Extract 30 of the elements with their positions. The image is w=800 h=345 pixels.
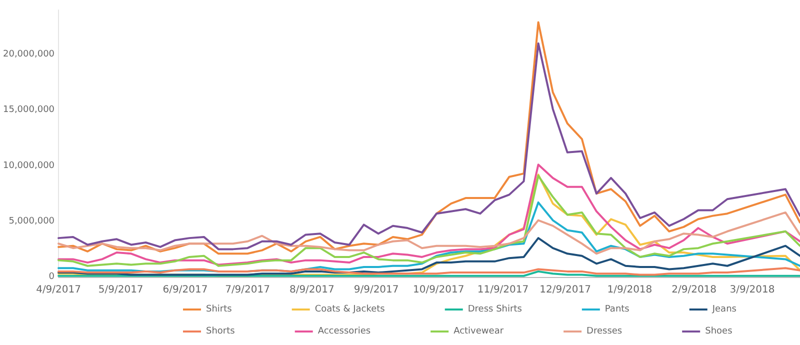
- legend-label: Shirts: [206, 304, 232, 314]
- y-tick-label: 5,000,000: [8, 216, 55, 226]
- legend-label: Pants: [604, 304, 630, 314]
- x-tick-label: 3/9/2018: [730, 284, 775, 296]
- legend-label: Activewear: [454, 326, 504, 336]
- x-tick-label: 9/9/2017: [354, 284, 399, 296]
- legend-label: Accessories: [318, 326, 371, 336]
- x-tick-label: 6/9/2017: [162, 284, 208, 296]
- x-tick-label: 4/9/2017: [36, 284, 81, 296]
- y-tick-label: 0: [48, 272, 55, 282]
- y-tick-label: 10,000,000: [3, 160, 55, 171]
- x-tick-label: 5/9/2017: [98, 284, 144, 296]
- x-tick-label: 12/9/2017: [540, 284, 591, 296]
- legend-label: Coats & Jackets: [314, 304, 386, 314]
- legend-label: Dresses: [586, 326, 622, 336]
- legend-label: Dress Shirts: [468, 304, 522, 314]
- legend-label: Shorts: [206, 326, 236, 336]
- x-tick-label: 1/9/2018: [607, 284, 652, 296]
- x-tick-label: 10/9/2017: [412, 284, 464, 296]
- x-tick-label: 8/9/2017: [289, 284, 334, 296]
- x-tick-label: 7/9/2017: [225, 284, 270, 296]
- line-series: [58, 267, 800, 276]
- x-tick-label: 2/9/2018: [672, 284, 717, 296]
- legend-label: Jeans: [711, 304, 737, 314]
- legend-label: Shoes: [705, 326, 733, 336]
- y-tick-label: 15,000,000: [3, 105, 55, 116]
- line-series: [58, 237, 800, 276]
- y-tick-label: 20,000,000: [3, 50, 55, 60]
- x-tick-label: 11/9/2017: [477, 284, 529, 296]
- line-series: [58, 211, 800, 255]
